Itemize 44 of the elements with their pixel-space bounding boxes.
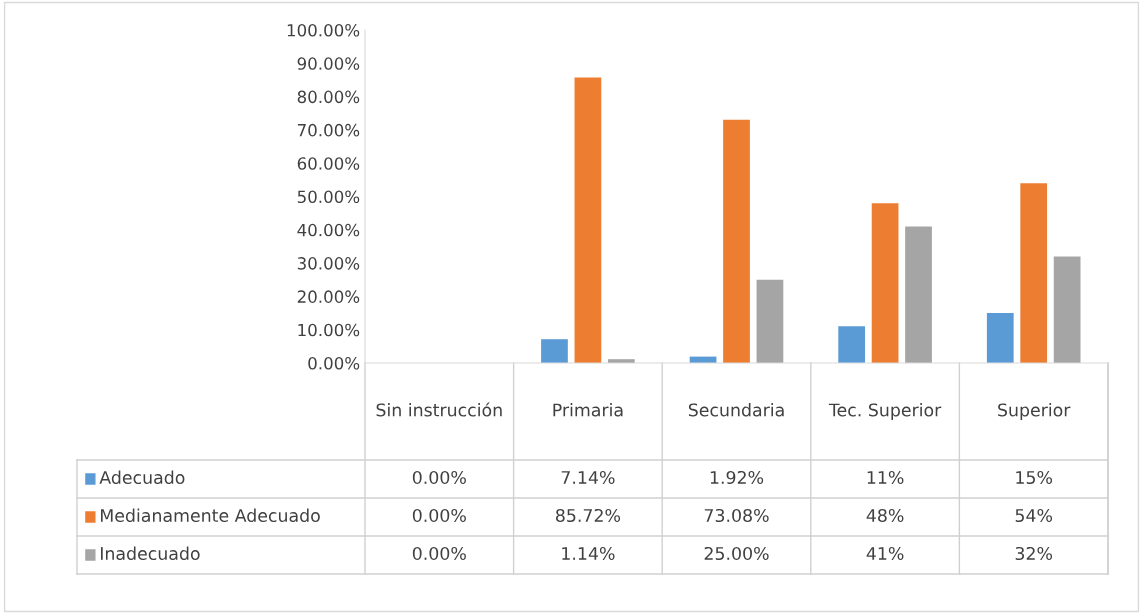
data-label: 85.72% <box>555 508 621 523</box>
bar <box>1053 256 1081 363</box>
y-tick-label: 0.00% <box>308 356 360 370</box>
data-label: 25.00% <box>704 546 769 561</box>
data-label: 54% <box>1015 508 1053 523</box>
x-tick-label: Sin instrucción <box>376 402 502 417</box>
data-label: 0.00% <box>412 470 466 485</box>
y-tick-label: 70.00% <box>297 123 360 137</box>
y-tick-label: 80.00% <box>297 90 360 104</box>
y-tick-label: 40.00% <box>297 223 360 237</box>
y-tick-label: 90.00% <box>297 57 360 70</box>
data-label: 7.14% <box>561 470 615 485</box>
data-label: 41% <box>866 546 904 561</box>
bar <box>871 203 899 363</box>
bar <box>986 313 1014 363</box>
legend-label: Medianamente Adecuado <box>100 508 320 523</box>
x-tick-label: Tec. Superior <box>828 403 942 420</box>
data-label: 73.08% <box>704 508 769 523</box>
data-label: 1.14% <box>562 546 615 561</box>
bar <box>756 279 784 363</box>
data-label: 32% <box>1015 546 1053 561</box>
data-label: 48% <box>866 508 904 523</box>
x-tick-label: Primaria <box>553 403 623 417</box>
legend-label: Adecuado <box>99 470 185 485</box>
data-label: 0.00% <box>412 546 466 561</box>
y-tick-label: 50.00% <box>297 190 360 204</box>
bar <box>574 77 602 363</box>
x-tick-label: Superior <box>998 403 1071 420</box>
bar <box>905 226 932 363</box>
legend-label: Inadecuado <box>100 546 200 561</box>
data-label: 15% <box>1016 470 1053 485</box>
y-tick-label: 30.00% <box>297 257 360 270</box>
y-tick-label: 10.00% <box>298 323 360 337</box>
bar <box>723 119 750 363</box>
bar <box>1020 183 1048 363</box>
bar <box>838 326 866 363</box>
data-label: 1.92% <box>710 470 764 485</box>
x-tick-label: Secundaria <box>688 403 784 417</box>
y-tick-label: 20.00% <box>297 290 360 303</box>
bar <box>541 339 568 363</box>
y-tick-label: 60.00% <box>297 157 360 170</box>
y-tick-label: 100.00% <box>287 23 360 37</box>
data-label: 0.00% <box>412 508 466 523</box>
data-label: 11% <box>867 470 904 485</box>
